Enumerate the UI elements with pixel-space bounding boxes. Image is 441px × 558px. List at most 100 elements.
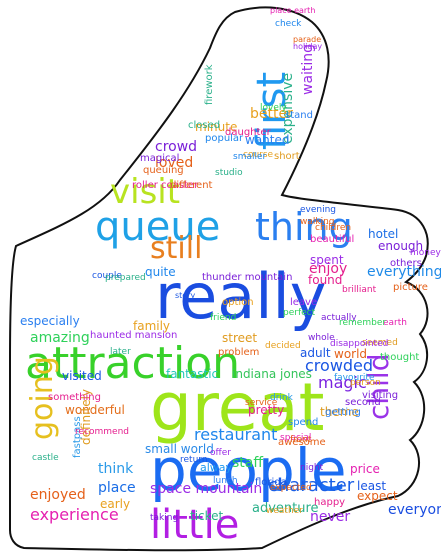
cloud-word: haunted mansion bbox=[90, 330, 177, 341]
cloud-word: great bbox=[150, 369, 325, 446]
cloud-word: think bbox=[98, 461, 134, 477]
cloud-word: family bbox=[133, 319, 170, 333]
cloud-word: florida bbox=[255, 477, 287, 488]
cloud-word: remember bbox=[339, 318, 386, 328]
cloud-word: children bbox=[315, 223, 351, 233]
cloud-word: second bbox=[345, 397, 381, 408]
cloud-word: option bbox=[222, 297, 254, 308]
cloud-word: crowd bbox=[155, 139, 197, 155]
cloud-word: attraction bbox=[25, 338, 240, 389]
cloud-word: character bbox=[268, 475, 355, 496]
cloud-word: wanted bbox=[245, 133, 289, 147]
cloud-word: castle bbox=[32, 453, 59, 463]
cloud-word: price bbox=[350, 462, 380, 476]
cloud-word: offer bbox=[210, 448, 231, 458]
cloud-word: loved bbox=[155, 155, 193, 171]
cloud-word: expect bbox=[357, 489, 398, 503]
cloud-word: course bbox=[243, 150, 274, 160]
cloud-word: taking bbox=[150, 513, 178, 523]
cloud-word: amazing bbox=[30, 330, 90, 346]
cloud-word: perfect bbox=[283, 308, 316, 318]
cloud-word: brilliant bbox=[342, 285, 377, 295]
cloud-word: visited bbox=[62, 369, 102, 383]
cloud-word: parade bbox=[293, 35, 321, 44]
cloud-word: thunder mountain bbox=[202, 272, 292, 283]
cloud-word: everyone bbox=[388, 502, 441, 518]
cloud-word: fastpass bbox=[72, 416, 83, 458]
cloud-word: expensive bbox=[280, 73, 296, 144]
cloud-word: firework bbox=[204, 64, 215, 105]
cloud-word: still bbox=[150, 231, 202, 266]
cloud-word: place bbox=[98, 480, 136, 496]
cloud-word: seemed bbox=[362, 338, 398, 348]
cloud-word: studio bbox=[215, 168, 243, 178]
cloud-word: adult bbox=[300, 346, 331, 360]
cloud-word: first bbox=[249, 72, 295, 150]
cloud-word: visiting bbox=[362, 390, 398, 401]
cloud-word: queue bbox=[95, 204, 220, 250]
cloud-word: person bbox=[350, 378, 381, 388]
cloud-word: better bbox=[250, 106, 293, 122]
cloud-word: actually bbox=[321, 313, 357, 323]
cloud-word: recommend bbox=[75, 427, 129, 437]
cloud-word: wonderful bbox=[65, 403, 125, 417]
cloud-word: drink bbox=[270, 393, 294, 403]
cloud-word: holiday bbox=[293, 42, 322, 51]
cloud-word: beautiful bbox=[310, 234, 354, 245]
cloud-word: early bbox=[100, 497, 130, 511]
cloud-word: roller coaster bbox=[132, 180, 199, 191]
cloud-word: lunch bbox=[213, 476, 238, 486]
cloud-word: smaller bbox=[233, 152, 267, 162]
cloud-word: space mountain bbox=[150, 481, 262, 497]
cloud-word: leave bbox=[290, 297, 317, 308]
cloud-word: indiana jones bbox=[232, 367, 312, 381]
cloud-word: visit bbox=[110, 172, 180, 212]
cloud-word: getting bbox=[325, 407, 361, 418]
cloud-word: thing bbox=[255, 205, 353, 249]
cloud-word: spent bbox=[310, 253, 344, 267]
cloud-word: experience bbox=[30, 505, 119, 524]
cloud-word: short bbox=[274, 151, 300, 162]
cloud-word: really bbox=[155, 260, 326, 333]
cloud-word: going bbox=[25, 356, 60, 440]
cloud-word: child bbox=[362, 354, 395, 420]
cloud-word: later bbox=[110, 347, 131, 357]
cloud-word: magical bbox=[140, 153, 179, 164]
cloud-word: awesome bbox=[278, 437, 326, 448]
cloud-word: evening bbox=[300, 205, 336, 215]
cloud-word: others bbox=[390, 258, 422, 269]
cloud-word: service bbox=[245, 398, 278, 408]
cloud-word: something bbox=[48, 392, 101, 403]
cloud-word: least bbox=[357, 479, 386, 493]
cloud-word: check bbox=[275, 19, 302, 29]
cloud-word: quite bbox=[145, 265, 176, 279]
cloud-word: problem bbox=[218, 347, 259, 358]
cloud-word: restaurant bbox=[194, 425, 277, 444]
thumbs-up-outline bbox=[9, 6, 429, 552]
cloud-word: never bbox=[310, 509, 350, 525]
cloud-word: people bbox=[150, 436, 347, 504]
cloud-word: daughter bbox=[225, 127, 272, 138]
cloud-word: staff bbox=[232, 455, 263, 471]
cloud-word: magic bbox=[318, 373, 367, 392]
cloud-word: fantastic bbox=[166, 367, 218, 381]
cloud-word: minute bbox=[195, 120, 237, 134]
cloud-word: different bbox=[170, 180, 213, 191]
cloud-word: money bbox=[410, 248, 441, 258]
cloud-word: stand bbox=[285, 110, 313, 121]
cloud-word: alway bbox=[200, 461, 233, 474]
cloud-word: crowded bbox=[305, 356, 373, 375]
cloud-word: picture bbox=[393, 282, 428, 293]
cloud-word: definitely bbox=[79, 389, 93, 445]
cloud-word: whole bbox=[308, 333, 335, 343]
cloud-word: waiting bbox=[300, 44, 316, 95]
cloud-word: queuing bbox=[143, 165, 184, 176]
cloud-word: street bbox=[222, 331, 257, 345]
cloud-word: weather bbox=[266, 506, 303, 516]
cloud-word: front bbox=[290, 435, 312, 445]
cloud-word: found bbox=[308, 273, 342, 287]
cloud-word: night bbox=[300, 463, 324, 473]
cloud-word: expected bbox=[270, 483, 312, 493]
